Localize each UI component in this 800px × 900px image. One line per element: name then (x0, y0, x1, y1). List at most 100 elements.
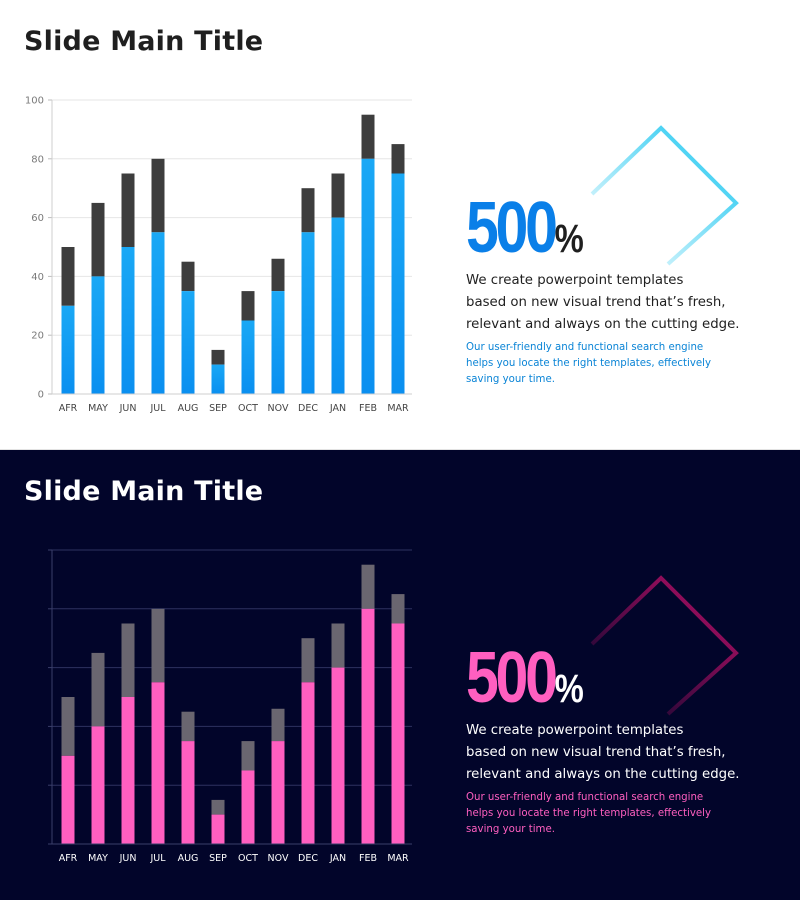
bar-segment-primary (391, 173, 405, 394)
x-tick-label: JAN (329, 403, 346, 414)
bar-segment-primary (361, 608, 375, 844)
description: We create powerpoint templates based on … (466, 720, 796, 786)
bar-segment-stack (331, 173, 345, 218)
bar-segment-stack (301, 188, 315, 233)
x-tick-label: OCT (238, 403, 258, 414)
bar-segment-stack (151, 158, 165, 233)
x-tick-label: MAY (88, 853, 108, 864)
bar-segment-primary (181, 741, 195, 844)
bar-segment-stack (121, 623, 135, 697)
bar-segment-stack (271, 708, 285, 742)
x-tick-label: DEC (298, 403, 318, 414)
bar-segment-stack (391, 144, 405, 174)
bar-segment-primary (121, 247, 135, 394)
bar-segment-primary (211, 814, 225, 844)
big-stat: 500% (466, 188, 584, 279)
big-stat-number: 500 (466, 638, 558, 718)
bar-chart-light: 0 20 40 60 80 100 AFR MAY JUN JUL AUG SEP OCT NOV DEC J… (25, 96, 412, 414)
y-tick-label: 20 (31, 331, 44, 342)
description-line: We create powerpoint templates (466, 723, 684, 738)
slide-title: Slide Main Title (24, 26, 264, 57)
x-tick-label: AUG (178, 403, 199, 414)
bar-segment-stack (331, 623, 345, 668)
diamond-decoration (590, 575, 739, 716)
x-tick-label: MAY (88, 403, 108, 414)
bar-segment-primary (271, 741, 285, 844)
bar-segment-stack (361, 114, 375, 159)
bar-segment-primary (91, 276, 105, 394)
x-tick-label: NOV (268, 853, 289, 864)
big-stat-suffix: % (554, 217, 584, 261)
bar-chart-dark: AFR MAY JUN JUL AUG SEP OCT NOV DEC JAN FEB MAR (48, 549, 412, 864)
x-tick-label: AUG (178, 853, 199, 864)
bar-segment-primary (301, 232, 315, 394)
bar-segment-primary (151, 232, 165, 394)
x-tick-label: MAR (387, 403, 409, 414)
slide-light: Slide Main Title 0 20 40 60 80 100 AFR MAY JUN JU… (0, 26, 800, 450)
slide-title: Slide Main Title (24, 476, 264, 507)
bar-segment-stack (91, 202, 105, 277)
x-tick-label: FEB (359, 403, 377, 414)
subtext-line: Our user-friendly and functional search … (466, 342, 704, 353)
x-tick-label: AFR (59, 403, 78, 414)
bar-segment-stack (241, 291, 255, 321)
y-tick-label: 0 (38, 390, 44, 401)
description-line: We create powerpoint templates (466, 273, 684, 288)
bar-segment-stack (151, 608, 165, 683)
bar-segment-stack (361, 564, 375, 609)
bar-segment-primary (151, 682, 165, 844)
bar-segment-stack (61, 697, 75, 756)
y-tick-label: 60 (31, 213, 44, 224)
x-tick-label: MAR (387, 853, 409, 864)
description-line: based on new visual trend that’s fresh, (466, 745, 726, 760)
subtext-line: saving your time. (466, 374, 555, 385)
x-tick-label: NOV (268, 403, 289, 414)
x-tick-label: JAN (329, 853, 346, 864)
bar-segment-stack (121, 173, 135, 247)
y-tick-label: 40 (31, 272, 44, 283)
bar-segment-primary (121, 697, 135, 844)
diamond-decoration (590, 125, 739, 266)
bar-segment-primary (181, 291, 195, 394)
description-line: relevant and always on the cutting edge. (466, 317, 740, 332)
bar-segment-primary (91, 726, 105, 844)
big-stat-suffix: % (554, 667, 584, 711)
description-line: based on new visual trend that’s fresh, (466, 295, 726, 310)
bar-segment-stack (211, 349, 225, 365)
y-tick-label: 100 (25, 96, 44, 107)
y-tick-label: 80 (31, 154, 44, 165)
bar-segment-stack (181, 711, 195, 742)
subtext-line: helps you locate the right templates, ef… (466, 358, 711, 369)
bar-segment-stack (391, 594, 405, 624)
subtext-line: helps you locate the right templates, ef… (466, 808, 711, 819)
bar-segment-primary (61, 305, 75, 394)
bar-segment-primary (211, 364, 225, 394)
bar-segment-stack (271, 258, 285, 292)
x-tick-label: SEP (209, 853, 227, 864)
x-tick-label: JUN (119, 853, 137, 864)
bar-segment-stack (91, 652, 105, 727)
bar-segment-primary (361, 158, 375, 394)
bar-segment-stack (61, 247, 75, 306)
x-tick-label: FEB (359, 853, 377, 864)
x-tick-label: JUL (149, 853, 166, 864)
description: We create powerpoint templates based on … (466, 270, 796, 336)
subtext: Our user-friendly and functional search … (466, 340, 766, 388)
bar-segment-stack (181, 261, 195, 292)
subtext-line: saving your time. (466, 824, 555, 835)
x-tick-label: AFR (59, 853, 78, 864)
big-stat-number: 500 (466, 188, 558, 268)
subtext: Our user-friendly and functional search … (466, 790, 766, 838)
bar-segment-primary (331, 217, 345, 394)
bar-segment-primary (61, 755, 75, 844)
description-line: relevant and always on the cutting edge. (466, 767, 740, 782)
subtext-line: Our user-friendly and functional search … (466, 792, 704, 803)
bar-segment-primary (241, 320, 255, 394)
bar-segment-stack (211, 799, 225, 815)
bar-segment-stack (301, 638, 315, 683)
big-stat: 500% (466, 638, 584, 729)
x-tick-label: DEC (298, 853, 318, 864)
bar-segment-primary (241, 770, 255, 844)
x-tick-label: SEP (209, 403, 227, 414)
x-tick-label: OCT (238, 853, 258, 864)
